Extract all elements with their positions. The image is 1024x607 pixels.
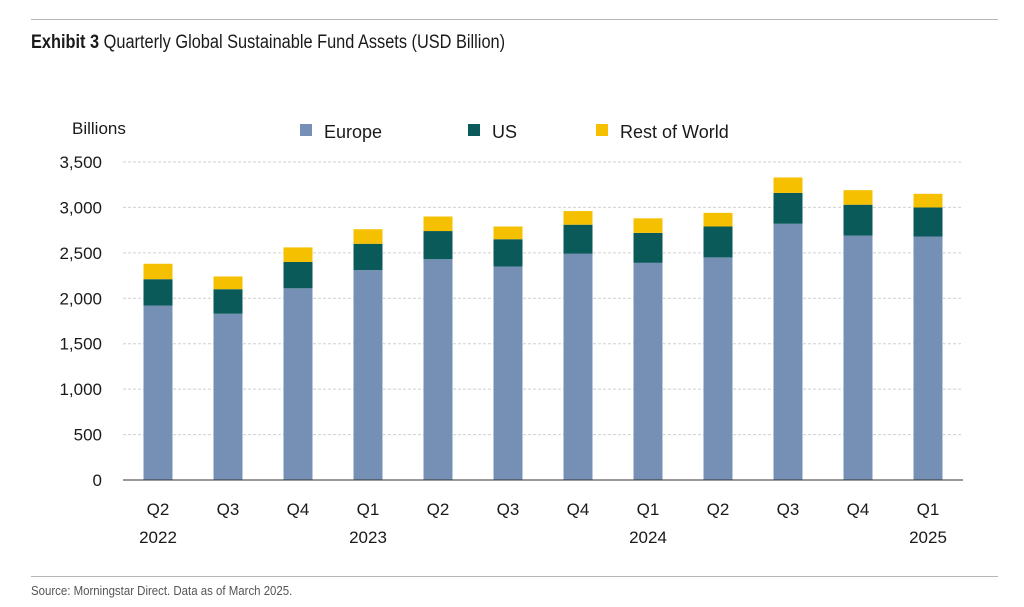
bar-europe	[493, 266, 523, 480]
legend-label: Rest of World	[620, 122, 729, 142]
y-tick-label: 0	[93, 471, 102, 490]
x-tick-year-label: 2022	[139, 528, 177, 547]
bar-europe	[213, 313, 243, 480]
x-tick-label: Q4	[847, 500, 870, 519]
bar-us	[493, 239, 523, 267]
x-tick-label: Q1	[917, 500, 940, 519]
y-tick-label: 1,000	[59, 380, 102, 399]
y-tick-label: 1,500	[59, 335, 102, 354]
x-tick-year-label: 2023	[349, 528, 387, 547]
bar-rest-of-world	[283, 247, 313, 262]
exhibit-label: Exhibit 3	[31, 32, 100, 53]
legend-label: Europe	[324, 122, 382, 142]
y-tick-label: 500	[74, 426, 102, 445]
bar-us	[843, 204, 873, 236]
bar-rest-of-world	[143, 263, 173, 280]
bar-europe	[843, 235, 873, 480]
bottom-rule	[31, 576, 998, 577]
x-tick-label: Q3	[217, 500, 240, 519]
x-tick-label: Q3	[777, 500, 800, 519]
x-tick-label: Q2	[707, 500, 730, 519]
y-tick-label: 3,000	[59, 198, 102, 217]
legend-swatch	[596, 124, 608, 136]
bar-us	[913, 207, 943, 237]
bar-us	[633, 232, 663, 263]
x-tick-label: Q2	[147, 500, 170, 519]
x-tick-year-label: 2025	[909, 528, 947, 547]
bar-europe	[423, 259, 453, 480]
x-tick-label: Q4	[287, 500, 310, 519]
bar-us	[143, 279, 173, 306]
legend-swatch	[300, 124, 312, 136]
bar-us	[563, 224, 593, 254]
x-tick-label: Q2	[427, 500, 450, 519]
bar-europe	[913, 236, 943, 480]
top-rule	[31, 19, 998, 20]
bar-europe	[773, 223, 803, 481]
y-axis-label: Billions	[72, 119, 126, 138]
x-tick-label: Q3	[497, 500, 520, 519]
legend-swatch	[468, 124, 480, 136]
bar-europe	[283, 288, 313, 480]
bar-europe	[563, 253, 593, 480]
bar-us	[213, 289, 243, 314]
bar-rest-of-world	[773, 177, 803, 193]
bar-us	[703, 226, 733, 258]
bar-europe	[143, 305, 173, 480]
bar-rest-of-world	[353, 229, 383, 244]
y-tick-label: 3,500	[59, 153, 102, 172]
x-tick-label: Q4	[567, 500, 590, 519]
bar-us	[773, 192, 803, 224]
x-tick-year-label: 2024	[629, 528, 667, 547]
source-note: Source: Morningstar Direct. Data as of M…	[31, 583, 293, 598]
bar-rest-of-world	[493, 226, 523, 240]
bar-us	[353, 243, 383, 271]
bar-europe	[353, 270, 383, 480]
bar-rest-of-world	[913, 193, 943, 208]
bar-europe	[633, 262, 663, 480]
exhibit-heading: Exhibit 3 Quarterly Global Sustainable F…	[31, 32, 505, 54]
x-tick-label: Q1	[637, 500, 660, 519]
bar-rest-of-world	[843, 190, 873, 205]
y-tick-label: 2,000	[59, 289, 102, 308]
bar-europe	[703, 257, 733, 480]
legend-label: US	[492, 122, 517, 142]
bar-us	[283, 261, 313, 289]
bar-rest-of-world	[423, 216, 453, 232]
bar-rest-of-world	[213, 276, 243, 290]
bar-rest-of-world	[633, 218, 663, 233]
exhibit-title: Quarterly Global Sustainable Fund Assets…	[103, 32, 506, 53]
y-tick-label: 2,500	[59, 244, 102, 263]
bar-rest-of-world	[563, 211, 593, 225]
bar-us	[423, 231, 453, 260]
bar-rest-of-world	[703, 212, 733, 227]
x-tick-label: Q1	[357, 500, 380, 519]
